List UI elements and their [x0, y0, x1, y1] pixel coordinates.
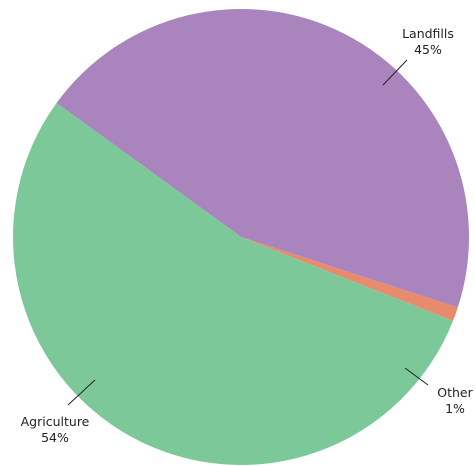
slice-label-agriculture: Agriculture: [21, 414, 90, 429]
slice-pct-other: 1%: [445, 401, 465, 416]
pie-slices: [13, 8, 470, 465]
pie-slice-landfills: [56, 8, 470, 308]
pie-slice-agriculture: [13, 102, 453, 465]
leader-line-agriculture: [67, 379, 96, 406]
leader-line-other: [404, 367, 429, 386]
pie-slice-other: [241, 237, 458, 321]
slice-label-landfills: Landfills: [402, 26, 454, 41]
slice-label-other: Other: [437, 385, 473, 400]
leader-line-landfills: [382, 59, 408, 86]
slice-pct-landfills: 45%: [414, 42, 442, 57]
slice-pct-agriculture: 54%: [41, 430, 69, 445]
